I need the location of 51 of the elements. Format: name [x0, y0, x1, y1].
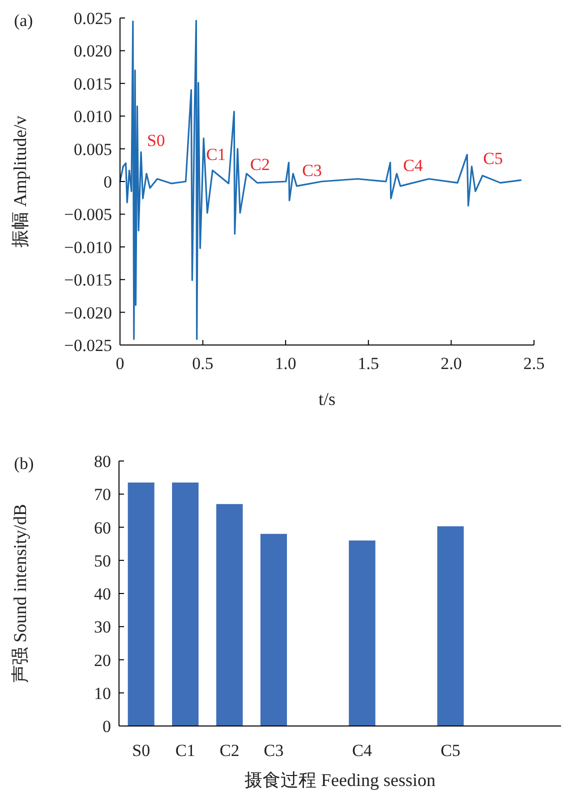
y-axis-title: 声强 Sound intensity/dB	[10, 504, 30, 684]
y-tick-label: 80	[94, 452, 111, 471]
annotation: C4	[403, 156, 424, 175]
x-tick-label: C4	[352, 741, 373, 760]
bar	[216, 504, 243, 726]
annotation: C5	[483, 149, 503, 168]
y-tick-label: 60	[94, 518, 111, 538]
x-tick-label: 1.0	[274, 354, 296, 373]
y-tick-label: 20	[94, 650, 111, 670]
x-tick-label: C3	[264, 741, 284, 760]
bar	[128, 482, 154, 726]
x-tick-label: C5	[440, 741, 460, 760]
chart-title: (b)	[14, 454, 34, 473]
y-tick-label: 10	[94, 684, 111, 703]
line-series	[119, 20, 522, 340]
y-tick-label: −0.020	[64, 303, 112, 322]
y-tick-label: 30	[94, 618, 111, 637]
y-tick-label: −0.015	[64, 270, 112, 290]
x-axis-title: 摄食过程 Feeding session	[244, 770, 436, 790]
y-tick-label: 0	[102, 717, 111, 736]
x-tick-label: 0.5	[192, 354, 214, 373]
bar	[437, 526, 464, 726]
y-tick-label: 0	[104, 172, 112, 192]
x-tick-label: C1	[175, 741, 196, 760]
chart-title: (a)	[14, 11, 33, 30]
y-tick-label: −0.010	[64, 238, 112, 257]
y-tick-label: 0.015	[74, 74, 112, 94]
y-tick-label: 70	[94, 485, 111, 504]
y-tick-label: 0.020	[74, 42, 112, 61]
x-tick-label: 2.5	[523, 354, 545, 373]
annotation: C2	[250, 155, 270, 174]
bar	[260, 534, 287, 726]
bar	[348, 540, 376, 726]
y-tick-label: 0.005	[74, 140, 112, 159]
annotation: S0	[147, 131, 165, 150]
y-axis-title: 振幅 Amplitude/v	[10, 116, 30, 248]
y-tick-label: 50	[94, 551, 111, 570]
y-tick-label: −0.005	[64, 205, 112, 224]
x-tick-label: 0	[116, 354, 124, 373]
x-tick-label: C2	[220, 741, 240, 760]
bar	[172, 482, 199, 726]
y-tick-label: 0.025	[74, 9, 112, 28]
y-tick-label: 40	[94, 584, 111, 604]
annotation: C1	[206, 145, 226, 164]
y-tick-label: 0.010	[74, 107, 112, 126]
x-tick-label: 2.0	[440, 354, 462, 373]
y-tick-label: −0.025	[64, 336, 112, 355]
x-tick-label: S0	[132, 741, 150, 760]
x-tick-label: 1.5	[358, 354, 380, 373]
annotation: C3	[302, 161, 322, 180]
x-axis-title: t/s	[318, 389, 336, 409]
